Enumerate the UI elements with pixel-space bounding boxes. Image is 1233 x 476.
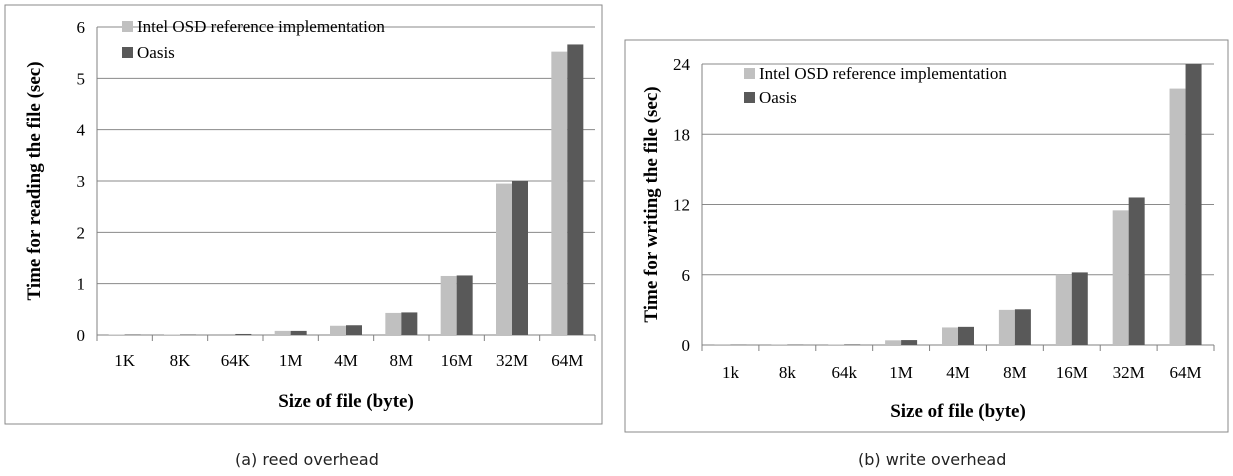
chart-a: 0 1 2 3 4 5 6 1K 8K 64K 1M 4M 8M 16M 32M 64M Size of fil…	[24, 17, 596, 412]
bar	[180, 334, 196, 335]
x-tick-label: 16M	[441, 351, 473, 370]
x-tick-label: 8k	[779, 363, 797, 382]
bar	[330, 325, 346, 335]
bar	[1169, 88, 1186, 346]
legend-entry: Intel OSD reference implementation	[137, 17, 385, 36]
x-tick-label: 1K	[114, 351, 136, 370]
bar	[124, 334, 141, 335]
legend-swatch	[122, 47, 133, 58]
bar	[512, 181, 528, 335]
x-axis-label: Size of file (byte)	[890, 401, 1026, 422]
bar	[998, 309, 1015, 345]
y-axis-label: Time for writing the file (sec)	[641, 86, 662, 322]
bar	[108, 334, 125, 335]
x-tick-label: 1M	[279, 351, 303, 370]
bar	[942, 327, 958, 345]
bar	[1185, 64, 1202, 345]
chart-b: 0 6 12 18 24 1k 8k 64k 1M 4M 8M 16M 32M 64M Size of fi…	[641, 55, 1215, 422]
y-tick-label: 4	[77, 121, 86, 140]
y-tick-label: 18	[673, 125, 690, 144]
y-tick-label: 3	[77, 172, 86, 191]
bar	[958, 326, 974, 345]
bar	[235, 333, 252, 335]
x-tick-label: 32M	[496, 351, 528, 370]
bar	[346, 325, 362, 335]
x-tick-label: 1M	[889, 363, 913, 382]
x-tick-label: 8K	[170, 351, 192, 370]
bar	[456, 275, 473, 335]
bar	[844, 344, 861, 345]
y-tick-label: 0	[682, 336, 691, 355]
caption-b: (b) write overhead	[858, 450, 1007, 469]
x-tick-label: 8M	[1003, 363, 1027, 382]
legend-entry: Intel OSD reference implementation	[759, 64, 1007, 83]
legend-swatch	[122, 21, 133, 32]
bar	[551, 51, 568, 335]
y-tick-label: 1	[77, 275, 86, 294]
x-tick-label: 64K	[221, 351, 251, 370]
bar	[274, 330, 291, 335]
bar	[567, 44, 584, 335]
bar	[901, 340, 918, 345]
bar	[401, 312, 418, 335]
y-tick-label: 6	[77, 18, 86, 37]
legend-entry: Oasis	[137, 43, 175, 62]
bar	[1071, 272, 1088, 345]
x-tick-label: 4M	[946, 363, 970, 382]
x-axis-label: Size of file (byte)	[278, 391, 414, 412]
bar	[885, 340, 902, 345]
x-tick-label: 4M	[334, 351, 358, 370]
bar	[219, 333, 236, 335]
bar	[164, 334, 180, 335]
bar	[290, 330, 307, 335]
bar	[496, 183, 512, 335]
y-tick-label: 12	[673, 196, 690, 215]
y-tick-label: 24	[673, 55, 691, 74]
y-tick-label: 6	[682, 266, 691, 285]
y-axis-label: Time for reading the file (sec)	[24, 61, 45, 300]
x-tick-label: 16M	[1056, 363, 1088, 382]
legend-entry: Oasis	[759, 88, 797, 107]
x-tick-label: 64k	[831, 363, 857, 382]
y-tick-label: 0	[77, 326, 86, 345]
x-tick-label: 8M	[390, 351, 414, 370]
legend-swatch	[744, 92, 755, 103]
bar	[828, 344, 845, 345]
legend-swatch	[744, 68, 755, 79]
caption-a: (a) reed overhead	[235, 450, 379, 469]
bar	[1014, 309, 1031, 345]
x-tick-label: 64M	[1169, 363, 1201, 382]
bar	[1128, 197, 1145, 345]
bar	[1055, 274, 1072, 345]
x-tick-label: 64M	[551, 351, 583, 370]
y-tick-label: 5	[77, 69, 86, 88]
x-tick-label: 32M	[1113, 363, 1145, 382]
bar	[1112, 210, 1129, 345]
bar	[385, 312, 402, 335]
bar	[440, 275, 457, 335]
y-tick-label: 2	[77, 223, 86, 242]
x-tick-label: 1k	[722, 363, 740, 382]
